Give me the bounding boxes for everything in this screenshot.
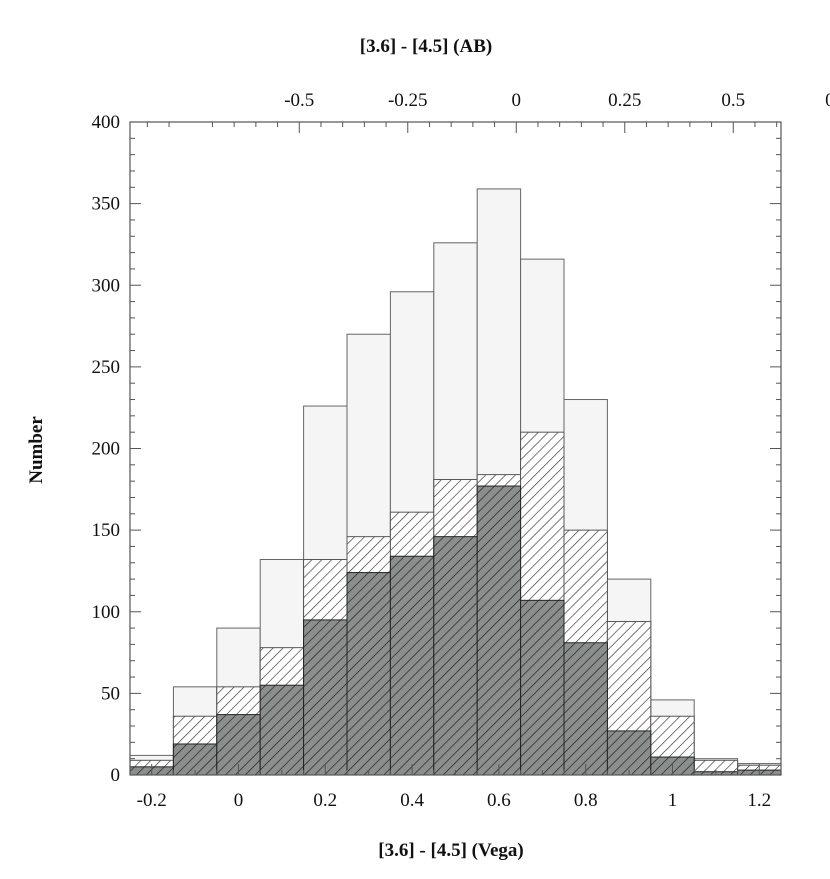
y-tick-label: 250 [92, 357, 121, 378]
y-tick-label: 400 [92, 112, 121, 133]
x2-tick-label: 0 [512, 90, 522, 111]
y-axis-title: Number [26, 416, 47, 484]
bar-dark-4 [303, 619, 348, 776]
x2-tick-label: -0.25 [388, 90, 428, 111]
x2-tick-label: -0.5 [284, 90, 314, 111]
bar-dark-3 [259, 684, 305, 776]
y-tick-label: 350 [92, 194, 121, 215]
x2-tick-label: 0.25 [608, 90, 641, 111]
y-tick-label: 300 [92, 275, 121, 296]
x-tick-label: 1 [668, 790, 678, 811]
bar-dark-1 [172, 743, 218, 776]
x2-tick-label: 0.5 [721, 90, 745, 111]
x2-axis-title: [3.6] - [4.5] (AB) [360, 36, 492, 57]
x-tick-label: 0.2 [313, 790, 337, 811]
bar-dark-5 [346, 572, 391, 776]
bar-dark-7 [433, 536, 478, 776]
y-tick-label: 50 [101, 683, 120, 704]
bar-dark-8 [476, 485, 522, 776]
x-axis-title: [3.6] - [4.5] (Vega) [378, 840, 523, 861]
bars-group [129, 188, 782, 776]
x-tick-label: 1.2 [747, 790, 771, 811]
bar-dark-10 [563, 642, 608, 776]
y-tick-label: 200 [92, 439, 121, 460]
bar-dark-6 [389, 555, 435, 776]
bar-dark-11 [606, 730, 652, 776]
x-tick-label: 0.8 [574, 790, 598, 811]
x-tick-label: 0 [234, 790, 244, 811]
x2-tick-label: 0.75 [825, 90, 830, 111]
y-tick-label: 0 [111, 765, 121, 786]
plot-frame [129, 121, 782, 776]
bar-dark-9 [520, 599, 565, 776]
x-tick-label: 0.6 [487, 790, 511, 811]
x-tick-label: -0.2 [137, 790, 167, 811]
x-tick-label: 0.4 [400, 790, 424, 811]
y-tick-label: 150 [92, 520, 121, 541]
y-tick-label: 100 [92, 602, 121, 623]
